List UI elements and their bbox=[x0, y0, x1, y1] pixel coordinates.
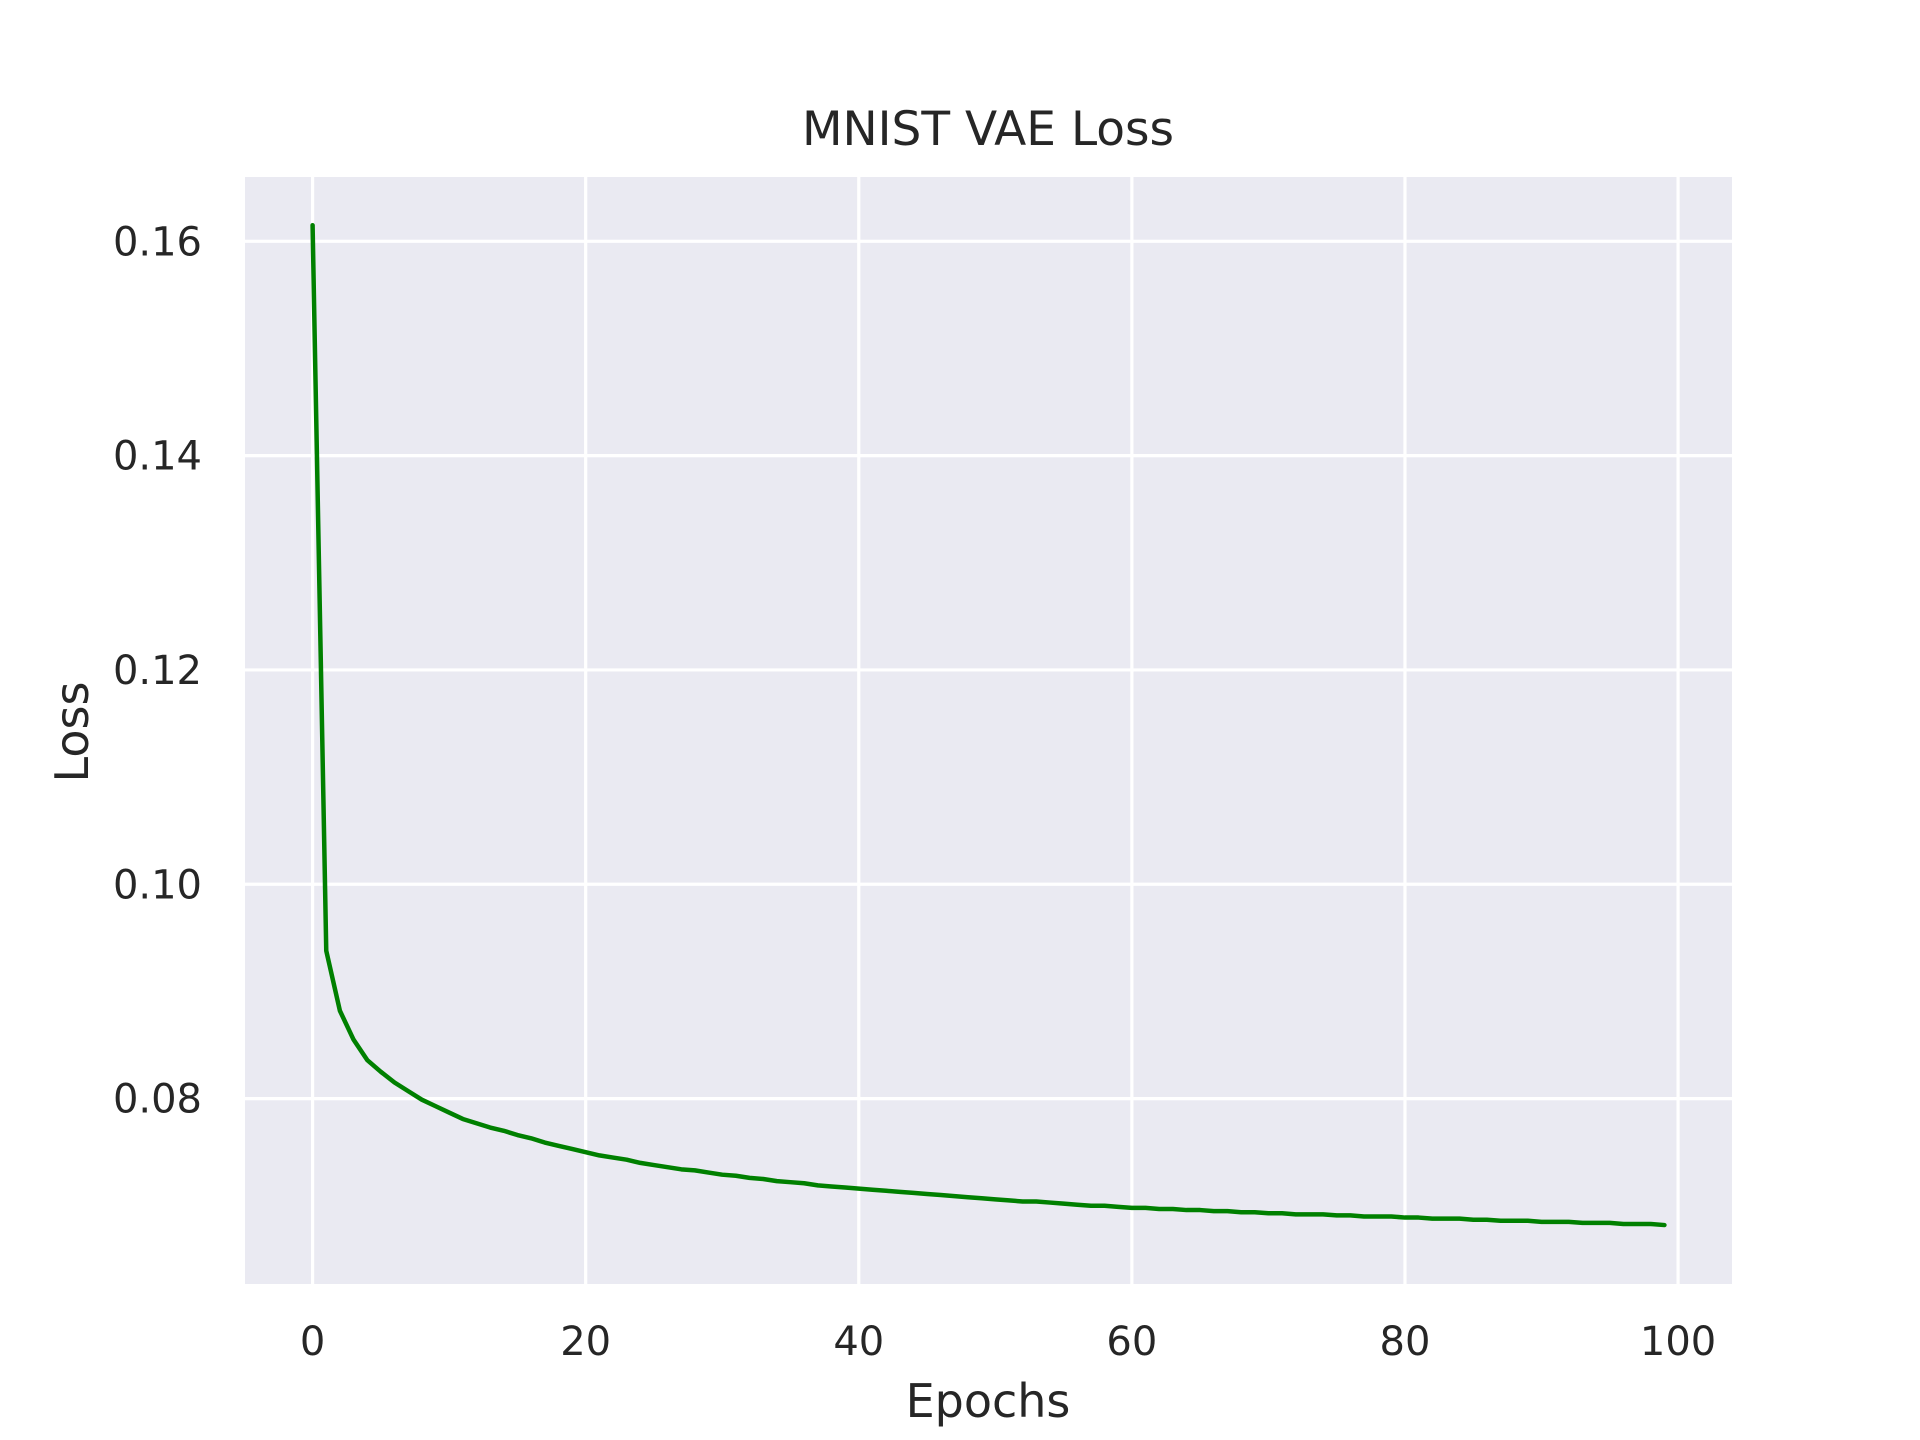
y-tick-label: 0.16 bbox=[113, 219, 202, 265]
grid-lines bbox=[245, 177, 1732, 1284]
x-tick-label: 60 bbox=[1106, 1319, 1157, 1365]
x-tick-label: 0 bbox=[300, 1319, 325, 1365]
plot-area bbox=[245, 177, 1732, 1284]
tick-labels: 0 20 40 60 80 100 0.08 0.10 0.12 0.14 0.16 bbox=[113, 219, 1716, 1365]
y-axis-label: Loss bbox=[45, 682, 99, 783]
y-tick-label: 0.08 bbox=[113, 1077, 202, 1123]
y-tick-label: 0.12 bbox=[113, 648, 202, 694]
y-tick-label: 0.14 bbox=[113, 434, 202, 480]
x-tick-label: 20 bbox=[560, 1319, 611, 1365]
y-tick-label: 0.10 bbox=[113, 862, 202, 908]
x-tick-label: 80 bbox=[1380, 1319, 1431, 1365]
chart-title: MNIST VAE Loss bbox=[802, 102, 1174, 157]
x-tick-label: 40 bbox=[833, 1319, 884, 1365]
series-line bbox=[310, 222, 1667, 1228]
x-tick-label: 100 bbox=[1640, 1319, 1716, 1365]
x-axis-label: Epochs bbox=[906, 1374, 1071, 1428]
series-layer bbox=[310, 222, 1667, 1228]
